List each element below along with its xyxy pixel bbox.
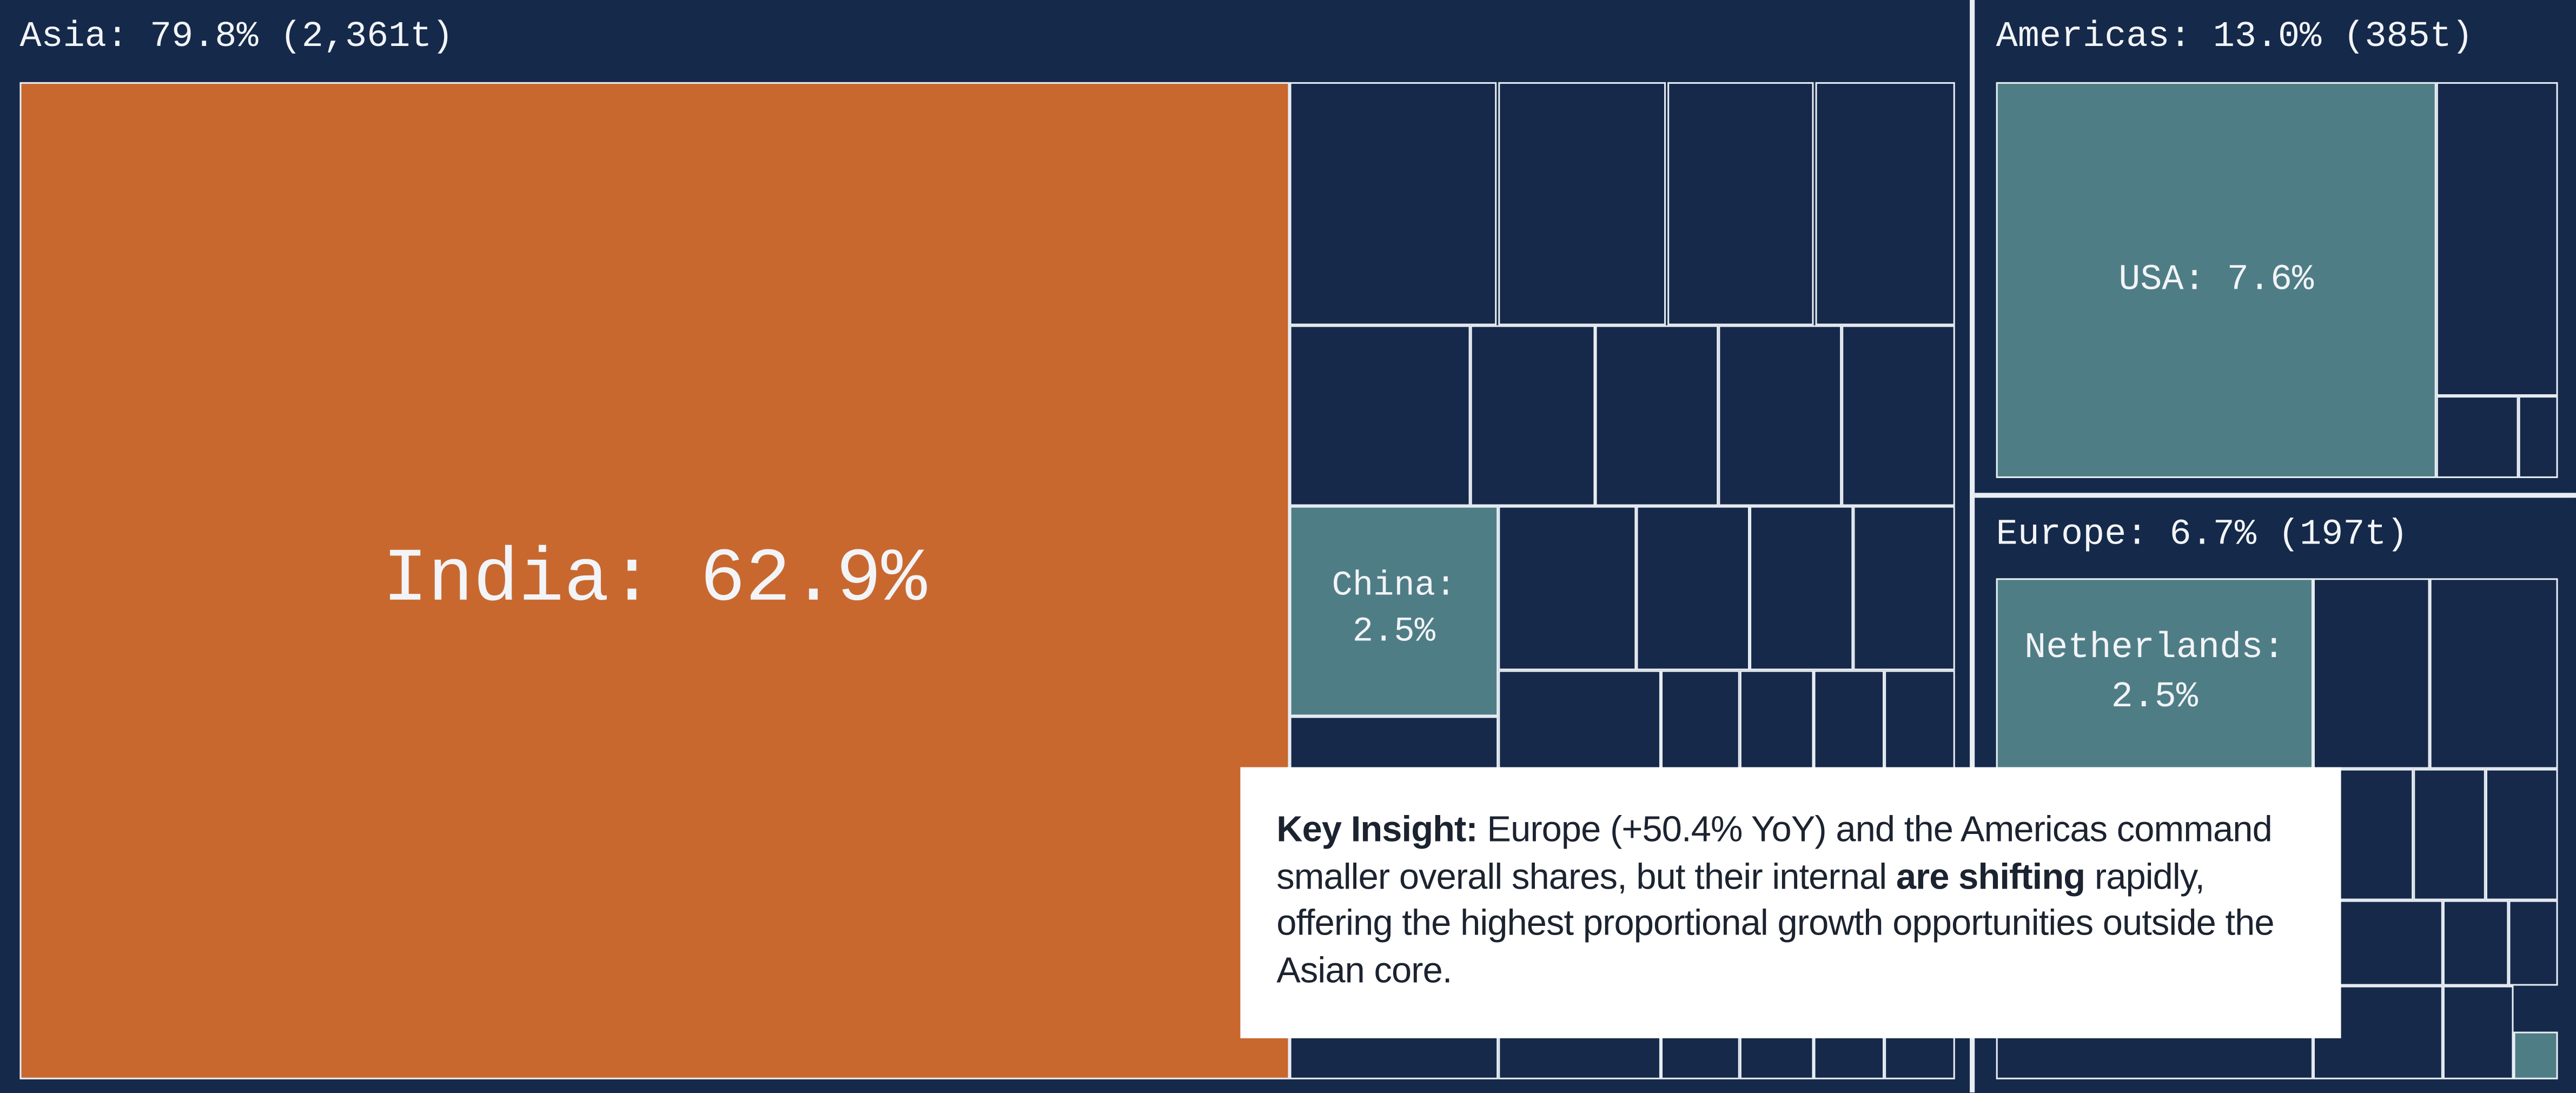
treemap-cell xyxy=(2443,986,2514,1079)
cell-label: China: 2.5% xyxy=(1290,506,1499,717)
treemap-cell xyxy=(1498,82,1666,326)
treemap-cell xyxy=(1667,82,1813,326)
treemap-cell xyxy=(1816,82,1955,326)
treemap-cell xyxy=(2486,769,2558,900)
treemap-cell xyxy=(1636,506,1750,671)
cell-label: USA: 7.6% xyxy=(1996,82,2436,478)
treemap-cell xyxy=(1471,325,1595,506)
treemap-cell xyxy=(2519,396,2558,478)
insight-box: Key Insight: Europe (+50.4% YoY) and the… xyxy=(1240,767,2341,1038)
treemap-cell xyxy=(2313,578,2430,769)
group-label: Asia: 79.8% (2,361t) xyxy=(19,16,453,57)
treemap-cell xyxy=(2436,82,2558,396)
treemap-cell xyxy=(1595,325,1719,506)
page: India: 62.9%China: 2.5% Asia: 79.8% (2,36… xyxy=(0,0,2576,1093)
treemap-cell xyxy=(2443,900,2509,986)
treemap-cell xyxy=(1718,325,1842,506)
treemap-cell xyxy=(2413,769,2486,900)
insight-text: Key Insight: xyxy=(1276,808,1478,849)
group-label: Europe: 6.7% (197t) xyxy=(1996,514,2408,555)
group-separator xyxy=(1975,493,2576,498)
cell-label: India: 62.9% xyxy=(19,82,1289,1079)
treemap-cell xyxy=(1842,325,1955,506)
cell-label: Netherlands: 2.5% xyxy=(1996,578,2313,769)
treemap-cell xyxy=(1498,506,1636,671)
treemap-cell xyxy=(1290,82,1497,326)
treemap-cell xyxy=(2508,900,2558,986)
treemap-cell xyxy=(1853,506,1955,671)
group-label: Americas: 13.0% (385t) xyxy=(1996,16,2473,57)
insight-text: are shifting xyxy=(1896,855,2085,896)
treemap-cell xyxy=(2514,1032,2558,1079)
treemap-cell xyxy=(2436,396,2519,478)
treemap-cell xyxy=(2430,578,2558,769)
treemap-cell xyxy=(1750,506,1853,671)
treemap-cell xyxy=(1290,325,1471,506)
treemap: India: 62.9%China: 2.5% Asia: 79.8% (2,36… xyxy=(0,0,2576,1092)
